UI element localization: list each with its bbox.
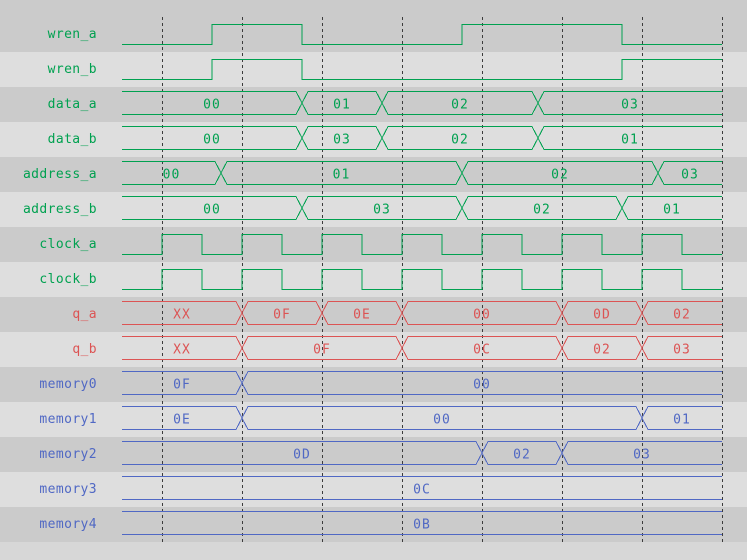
- bus-value-label: 03: [633, 448, 651, 463]
- bus-value-label: 02: [593, 343, 611, 358]
- signal-row[interactable]: [0, 157, 747, 192]
- bus-value-label: XX: [173, 343, 191, 358]
- bus-value-label: 01: [621, 133, 639, 148]
- bus-value-label: 02: [451, 133, 469, 148]
- bus-value-label: 0C: [413, 483, 431, 498]
- bus-waveform: [122, 301, 722, 325]
- bus-waveform: [122, 406, 722, 430]
- signal-name-label[interactable]: clock_a: [39, 237, 97, 252]
- signal-name-label[interactable]: wren_a: [47, 27, 97, 42]
- bit-waveform: [122, 59, 722, 80]
- signal-row[interactable]: [0, 437, 747, 472]
- bus-waveform: [122, 371, 722, 395]
- bus-value-label: 00: [163, 168, 181, 183]
- bus-value-label: 0C: [473, 343, 491, 358]
- signal-row[interactable]: [0, 367, 747, 402]
- bus-value-label: 0F: [173, 378, 191, 393]
- signal-row[interactable]: [0, 227, 747, 262]
- bus-value-label: 00: [433, 413, 451, 428]
- signal-name-label[interactable]: data_b: [47, 132, 97, 147]
- bus-value-label: 0E: [173, 413, 191, 428]
- signal-name-label[interactable]: address_b: [22, 202, 97, 217]
- signal-name-label[interactable]: memory2: [39, 447, 97, 462]
- bus-waveform: [122, 441, 722, 465]
- bus-value-label: 01: [333, 98, 351, 113]
- bus-waveform: [122, 126, 722, 150]
- signal-row[interactable]: [0, 87, 747, 122]
- bit-waveform: [122, 24, 722, 45]
- bus-waveform: [122, 301, 722, 325]
- signal-row[interactable]: [0, 402, 747, 437]
- bus-value-label: 0D: [293, 448, 311, 463]
- signal-row[interactable]: [0, 297, 747, 332]
- signal-row[interactable]: [0, 472, 747, 507]
- signal-name-label[interactable]: data_a: [47, 97, 97, 112]
- bus-value-label: 00: [473, 308, 491, 323]
- bus-waveform: [122, 336, 722, 360]
- bus-value-label: 03: [373, 203, 391, 218]
- bus-value-label: 0F: [273, 308, 291, 323]
- bus-value-label: 00: [203, 203, 221, 218]
- signal-name-label[interactable]: memory1: [39, 412, 97, 427]
- bus-value-label: 02: [673, 308, 691, 323]
- bus-value-label: 0F: [313, 343, 331, 358]
- bus-value-label: 0D: [593, 308, 611, 323]
- signal-row[interactable]: [0, 332, 747, 367]
- bus-waveform: [122, 196, 722, 220]
- bus-value-label: 01: [333, 168, 351, 183]
- bus-waveform: [122, 91, 722, 115]
- bus-value-label: 0B: [413, 518, 431, 533]
- signal-name-label[interactable]: clock_b: [39, 272, 97, 287]
- bus-value-label: 02: [451, 98, 469, 113]
- bit-waveform: [122, 234, 722, 255]
- signal-name-label[interactable]: q_a: [72, 307, 97, 322]
- signal-name-label[interactable]: memory4: [39, 517, 97, 532]
- bit-waveform: [122, 269, 722, 290]
- bus-value-label: 03: [673, 343, 691, 358]
- bus-waveform: [122, 406, 722, 430]
- bus-value-label: 03: [621, 98, 639, 113]
- bus-value-label: 02: [533, 203, 551, 218]
- bus-value-label: XX: [173, 308, 191, 323]
- signal-name-label[interactable]: memory0: [39, 377, 97, 392]
- bus-value-label: 00: [203, 133, 221, 148]
- bus-value-label: 0E: [353, 308, 371, 323]
- bus-value-label: 02: [551, 168, 569, 183]
- bus-waveform: [122, 441, 722, 465]
- bus-value-label: 03: [681, 168, 699, 183]
- bus-value-label: 00: [203, 98, 221, 113]
- signal-name-label[interactable]: address_a: [22, 167, 97, 182]
- bus-value-label: 02: [513, 448, 531, 463]
- bus-waveform: [122, 161, 722, 185]
- signal-name-label[interactable]: q_b: [72, 342, 97, 357]
- bus-value-label: 00: [473, 378, 491, 393]
- signal-row[interactable]: [0, 122, 747, 157]
- bus-waveform: [122, 371, 722, 395]
- bus-waveform: [122, 161, 722, 185]
- bus-value-label: 01: [673, 413, 691, 428]
- signal-name-label[interactable]: wren_b: [47, 62, 97, 77]
- bus-waveform: [122, 336, 722, 360]
- signal-row[interactable]: [0, 262, 747, 297]
- bus-value-label: 03: [333, 133, 351, 148]
- signal-row[interactable]: [0, 507, 747, 542]
- signal-name-label[interactable]: memory3: [39, 482, 97, 497]
- bottom-margin: [0, 542, 747, 560]
- bus-value-label: 01: [663, 203, 681, 218]
